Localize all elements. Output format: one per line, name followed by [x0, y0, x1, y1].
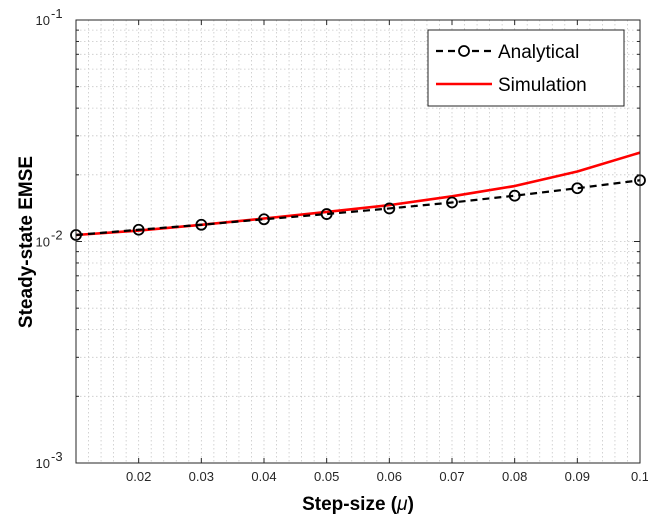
x-tick-label: 0.02: [126, 469, 151, 484]
x-tick-label: 0.09: [565, 469, 590, 484]
y-tick-label: 10: [36, 13, 50, 28]
x-tick-label: 0.06: [377, 469, 402, 484]
y-tick-label: 10: [36, 456, 50, 471]
legend-marker-analytical: [458, 45, 470, 57]
series-line-analytical: [75, 179, 641, 237]
x-tick-label: 0.05: [314, 469, 339, 484]
grid: [76, 20, 640, 463]
tick-layer: 0.02 0.03 0.04 0.05 0.06 0.07 0.08 0.09 0.110 -31…: [36, 6, 648, 484]
legend-label-simulation: Simulation: [498, 75, 587, 96]
x-axis-title: Step-size (μ): [302, 494, 414, 515]
y-tick-label: 10: [36, 235, 50, 250]
series-point-analytical: [320, 208, 333, 220]
series-point-analytical: [195, 218, 208, 231]
series-point-analytical: [571, 182, 584, 195]
x-tick-label: 0.04: [251, 469, 276, 484]
y-tick-label-base: 10: [36, 235, 50, 250]
series-point-analytical: [446, 196, 458, 209]
x-tick-label: 0.03: [189, 469, 214, 484]
y-tick-label-exponent: -2: [51, 228, 63, 243]
series-point-analytical: [132, 223, 145, 236]
y-tick-label-base: 10: [36, 456, 50, 471]
x-axis-title-main: Step-size (: [302, 494, 398, 515]
legend-label-analytical: Analytical: [498, 42, 579, 63]
y-tick-label-exponent: -1: [51, 6, 63, 21]
x-tick-label: 0.1: [631, 469, 648, 484]
x-tick-label: 0.08: [502, 469, 527, 484]
series-line-simulation: [75, 151, 641, 237]
series-point-analytical: [383, 202, 396, 215]
x-tick-label: 0.07: [439, 469, 464, 484]
legend-box: [427, 29, 625, 107]
legend: Analytical Simulation: [427, 29, 625, 107]
x-axis-title-close: ): [408, 494, 414, 515]
y-tick-label-exponent: -3: [51, 449, 63, 464]
series-point-analytical: [258, 213, 270, 226]
y-axis-title: Steady-state EMSE: [16, 156, 37, 328]
y-tick-label-base: 10: [36, 13, 50, 28]
series-point-analytical: [508, 189, 521, 202]
x-axis-title-symbol: μ: [396, 494, 408, 515]
